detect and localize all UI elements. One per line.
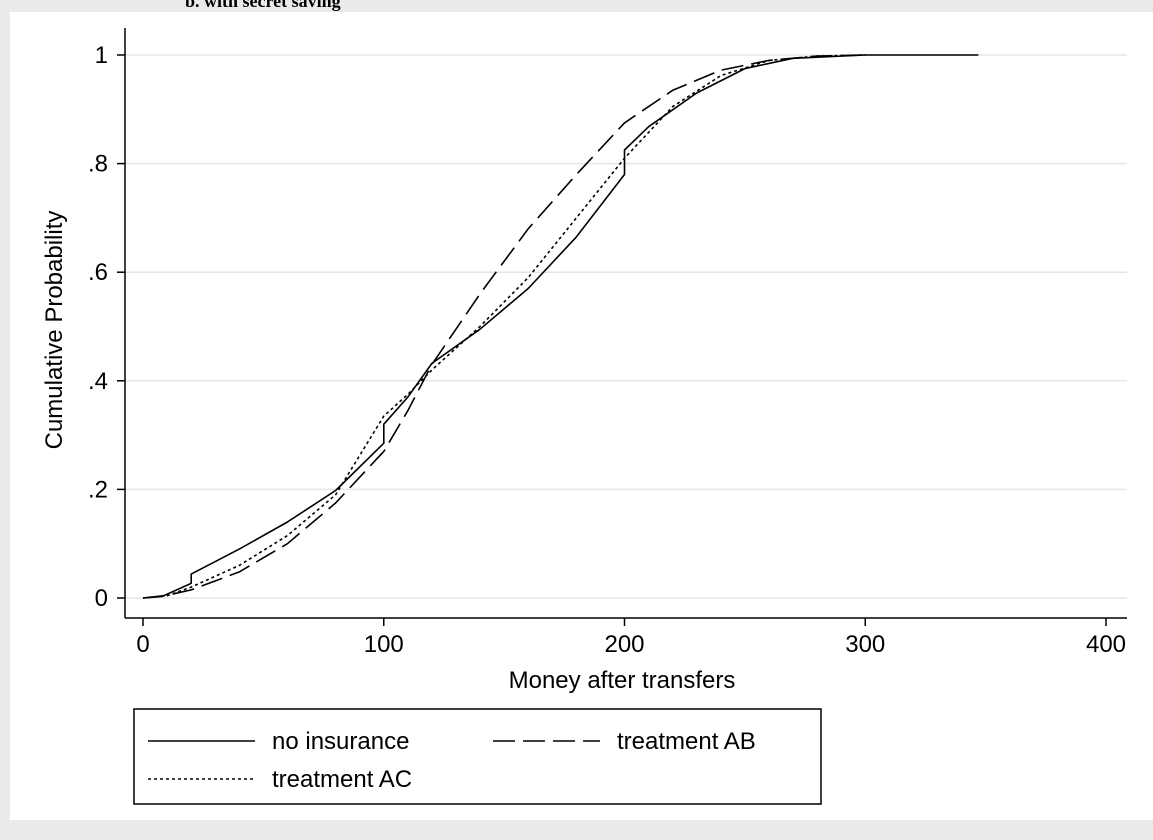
x-tick-label-0: 0 (136, 631, 149, 658)
series-lines (142, 54, 979, 599)
legend-box (133, 708, 822, 805)
series-line-no-insurance (142, 54, 979, 599)
chart-caption: b. with secret saving (185, 0, 341, 11)
y-tick-label-4: .8 (88, 151, 108, 178)
x-tick-label-3: 300 (845, 631, 885, 658)
y-axis-title: Cumulative Probability (41, 211, 68, 450)
x-tick-label-4: 400 (1086, 631, 1126, 658)
y-tick-label-0: 0 (95, 585, 108, 612)
legend-label-1: treatment AB (617, 728, 756, 755)
y-tick-label-1: .2 (88, 476, 108, 503)
x-tick-label-1: 100 (364, 631, 404, 658)
legend: no insurance treatment AB treatment AC (133, 708, 822, 805)
axes (124, 28, 1127, 619)
y-tick-label-3: .6 (88, 259, 108, 286)
x-tick-label-2: 200 (604, 631, 644, 658)
series-line-treatment-ab (142, 54, 866, 599)
series-line-treatment-ac (142, 54, 866, 599)
legend-label-0: no insurance (272, 728, 409, 755)
y-tick-label-5: 1 (95, 42, 108, 69)
x-ticks: 0 100 200 300 400 (136, 618, 1126, 658)
legend-label-2: treatment AC (272, 766, 412, 793)
y-tick-label-2: .4 (88, 368, 108, 395)
y-ticks: 0 .2 .4 .6 .8 1 (88, 42, 125, 612)
x-axis-title: Money after transfers (509, 667, 736, 694)
plot-area (10, 12, 1153, 820)
